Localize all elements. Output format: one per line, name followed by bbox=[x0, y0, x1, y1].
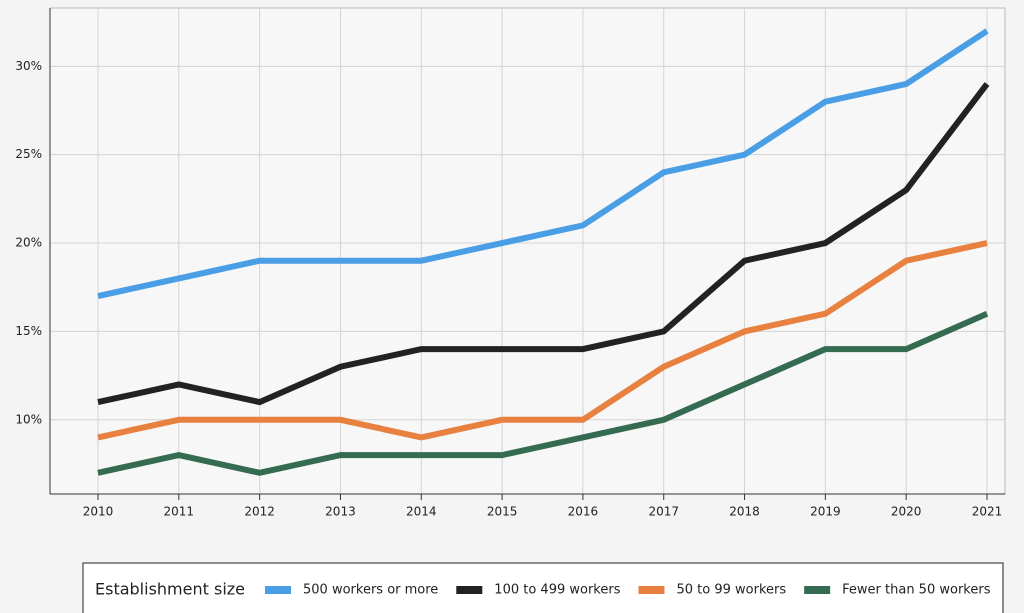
x-tick-label: 2019 bbox=[810, 505, 841, 519]
legend-label: Fewer than 50 workers bbox=[842, 583, 991, 598]
x-tick-label: 2016 bbox=[568, 505, 599, 519]
legend: Establishment size 500 workers or more 100… bbox=[82, 562, 1004, 613]
legend-label: 100 to 499 workers bbox=[494, 583, 620, 598]
legend-box bbox=[82, 562, 1004, 613]
y-tick-label: 20% bbox=[15, 236, 42, 250]
x-tick-label: 2021 bbox=[972, 505, 1003, 519]
x-tick-label: 2012 bbox=[244, 505, 275, 519]
legend-swatch bbox=[804, 586, 831, 594]
series-line bbox=[97, 28, 989, 299]
y-tick-label: 30% bbox=[15, 59, 42, 73]
legend-title: Establishment size bbox=[95, 580, 245, 599]
legend-label: 500 workers or more bbox=[303, 583, 438, 598]
legend-swatch bbox=[265, 586, 291, 594]
x-tick-label: 2014 bbox=[406, 505, 437, 519]
plot-area bbox=[49, 7, 1006, 495]
y-tick-label: 25% bbox=[15, 147, 42, 161]
legend-swatch bbox=[456, 586, 483, 594]
x-tick-label: 2020 bbox=[891, 505, 922, 519]
series-line bbox=[97, 82, 990, 406]
x-tick-label: 2011 bbox=[164, 505, 195, 519]
x-tick-label: 2017 bbox=[648, 505, 679, 519]
x-tick-label: 2013 bbox=[325, 505, 356, 519]
series-line bbox=[97, 310, 989, 476]
x-tick-label: 2010 bbox=[83, 505, 114, 519]
y-tick-label: 10% bbox=[15, 412, 42, 426]
x-tick-label: 2015 bbox=[487, 505, 518, 519]
legend-label: 50 to 99 workers bbox=[676, 583, 786, 598]
series-line bbox=[97, 240, 988, 441]
x-tick-label: 2018 bbox=[729, 505, 760, 519]
y-tick-label: 15% bbox=[15, 324, 42, 338]
legend-swatch bbox=[638, 586, 665, 594]
